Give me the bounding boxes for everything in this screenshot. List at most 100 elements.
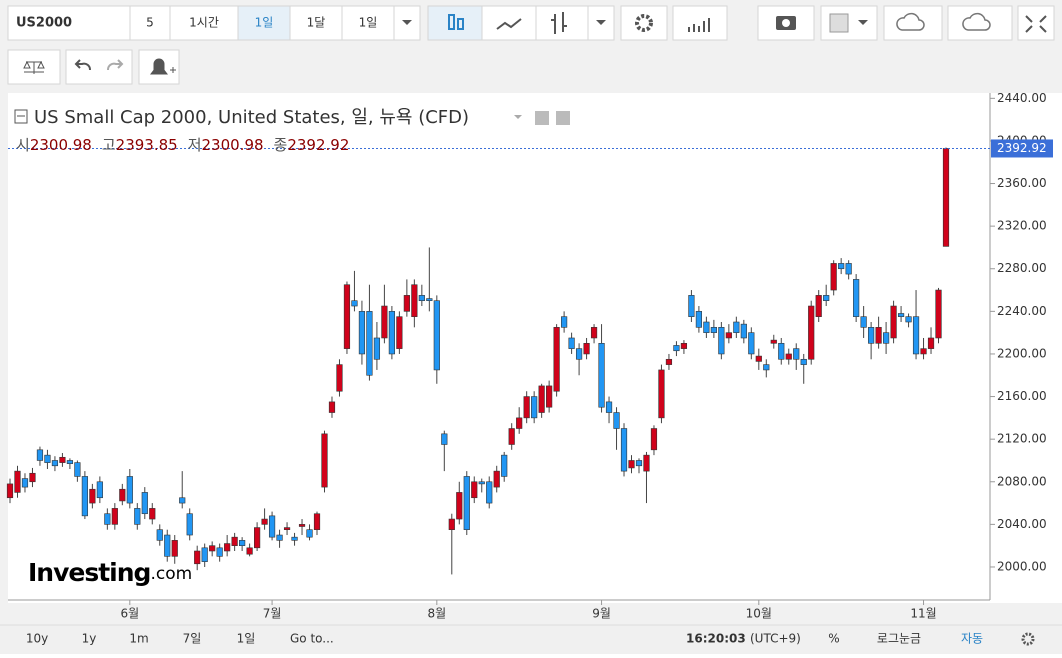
candle-body <box>875 327 882 344</box>
candle-body <box>688 295 695 317</box>
candle-body <box>171 540 178 557</box>
footer-gear[interactable] <box>1021 632 1035 646</box>
symbol: US2000 <box>16 16 72 31</box>
candle-body <box>890 305 897 339</box>
chart-title: US Small Cap 2000, United States, 일, 뉴욕 … <box>34 107 469 128</box>
ohlc-value: 2300.98 <box>202 136 264 154</box>
candle-body <box>658 369 665 419</box>
dropdown[interactable] <box>393 5 421 41</box>
candle-body <box>583 343 590 355</box>
color-btn[interactable] <box>820 5 878 41</box>
range-btn[interactable]: 10y <box>26 632 48 646</box>
candle-body <box>508 428 515 445</box>
candle-body <box>321 433 328 488</box>
y-tick-label: 2040.00 <box>997 517 1047 531</box>
footer-log[interactable]: 로그눈금 <box>877 632 921 646</box>
symbol-box[interactable] <box>7 5 131 41</box>
x-tick-label: 9월 <box>592 607 611 621</box>
interval-btn[interactable] <box>129 5 171 41</box>
icon <box>457 18 464 30</box>
candle-body <box>800 358 807 365</box>
candle-body <box>426 298 433 301</box>
candle-body <box>710 327 717 333</box>
interval-btn[interactable] <box>169 5 239 41</box>
candle-body <box>36 449 44 461</box>
candle-body <box>388 311 395 355</box>
ohlc-legend: 시2300.98 고2393.85 저2300.98 종2392.92 <box>16 136 349 154</box>
candle-body <box>785 353 792 360</box>
candle-body <box>808 305 815 360</box>
candle-body <box>463 476 470 531</box>
candle-body <box>134 508 141 525</box>
gear-icon[interactable] <box>556 111 570 125</box>
candle-body <box>164 534 171 557</box>
ohlc-label: 고 <box>102 136 116 154</box>
candle-body <box>74 462 81 477</box>
range-btn[interactable]: 7일 <box>183 632 202 646</box>
candle-body <box>703 321 710 333</box>
line-btn[interactable] <box>481 5 537 41</box>
candle-body <box>261 518 268 525</box>
candle-body <box>156 529 163 541</box>
candle-body <box>531 396 538 419</box>
candle-body <box>51 460 59 467</box>
footer-auto[interactable]: 자동 <box>961 632 983 646</box>
candle-body <box>313 513 321 531</box>
footer-percent[interactable]: % <box>828 632 839 646</box>
candle-body <box>546 385 553 408</box>
upload-btn[interactable] <box>947 5 1013 41</box>
candle-body <box>29 472 36 483</box>
candle-body <box>179 497 186 504</box>
download-btn[interactable] <box>883 5 943 41</box>
interval-btn[interactable] <box>341 5 395 41</box>
collapse-icon[interactable] <box>14 109 28 124</box>
watermark-suffix: .com <box>150 564 192 584</box>
footer-goto[interactable]: Go to... <box>290 632 334 646</box>
candle-body <box>471 481 478 499</box>
x-tick-label: 6월 <box>120 607 139 621</box>
candle-body <box>838 263 845 270</box>
candle-body <box>291 536 298 541</box>
range-btn[interactable]: 1m <box>129 632 148 646</box>
candle-body <box>21 478 29 488</box>
candle-body <box>501 454 508 477</box>
undo-redo[interactable] <box>65 49 133 85</box>
candle-body <box>433 300 440 371</box>
icon <box>107 59 124 71</box>
candle-body <box>860 316 867 328</box>
y-tick-label: 2000.00 <box>997 559 1047 573</box>
candle-body <box>246 547 253 555</box>
settings-btn[interactable] <box>620 5 668 41</box>
y-tick-label: 2440.00 <box>997 91 1047 105</box>
candle-body <box>920 348 927 355</box>
x-tick-label: 10월 <box>746 607 772 621</box>
caret <box>858 20 868 25</box>
candle-body <box>44 454 51 463</box>
candle-body <box>793 348 800 360</box>
interval-btn[interactable] <box>237 5 291 41</box>
x-tick-label: 11월 <box>910 607 936 621</box>
candle-body <box>96 481 103 499</box>
icon <box>782 19 790 27</box>
range-btn[interactable]: 1y <box>82 632 97 646</box>
candle-body <box>673 345 680 352</box>
candle-body <box>493 470 500 488</box>
candle-body <box>268 515 276 538</box>
eye-icon[interactable] <box>535 111 549 125</box>
interval-btn[interactable] <box>289 5 343 41</box>
candle-body <box>456 492 463 520</box>
candle-body <box>927 337 935 349</box>
indicator-btn[interactable] <box>672 5 728 41</box>
ohlc-value: 2392.92 <box>287 136 349 154</box>
ohlc-value: 2300.98 <box>30 136 92 154</box>
candle-body <box>650 428 658 451</box>
candle-body <box>912 316 920 355</box>
candle-body <box>845 263 852 275</box>
fullscreen-btn[interactable] <box>1017 5 1055 41</box>
icon <box>1025 15 1047 33</box>
candle-body <box>6 483 14 499</box>
candle-body <box>104 513 111 525</box>
range-btn[interactable]: 1일 <box>237 632 256 646</box>
candle-body <box>628 460 635 469</box>
